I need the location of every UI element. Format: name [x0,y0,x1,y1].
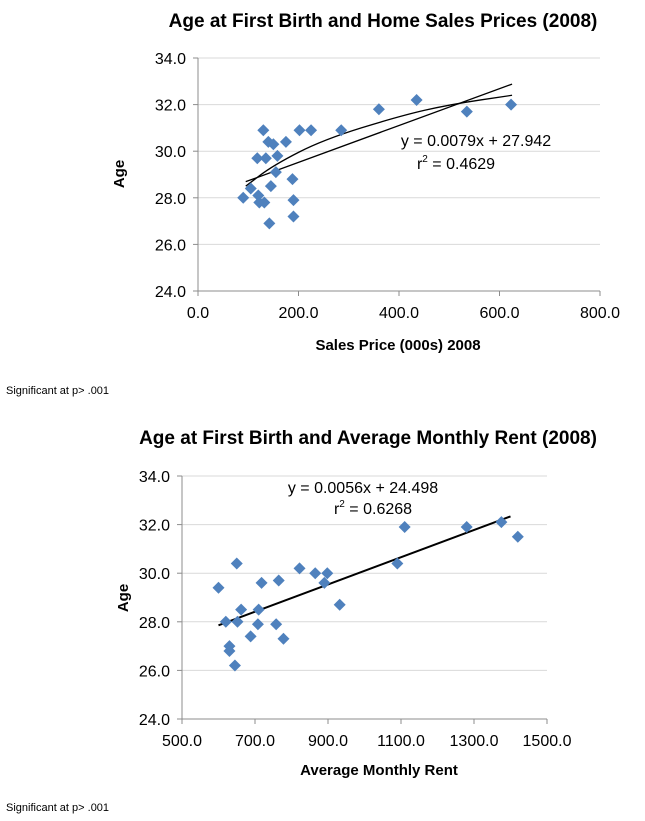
y-tick-label: 28.0 [139,615,170,632]
x-tick-labels: 500.0 700.0 900.0 1100.0 1300.0 1500.0 [162,733,572,750]
data-point [228,659,241,672]
data-point [269,166,282,179]
data-point [511,530,524,543]
linear-trendline [245,83,513,183]
y-tick-label: 30.0 [139,566,170,583]
trendlines [245,83,513,187]
x-tick-labels: 0.0 200.0 400.0 600.0 800.0 [187,305,620,322]
x-tick-label: 0.0 [187,305,209,322]
y-tick-label: 24.0 [139,712,170,729]
y-tick-label: 34.0 [155,51,186,68]
y-tick-labels: 24.0 26.0 28.0 30.0 32.0 34.0 [155,51,186,301]
r-squared: r2 = 0.6268 [334,499,412,518]
data-point [272,574,285,587]
chart-home-prices: Age at First Birth and Home Sales Prices… [111,11,620,354]
data-point [333,598,346,611]
data-point [372,103,385,116]
chart-monthly-rent: Age at First Birth and Average Monthly R… [115,428,597,779]
data-point [251,618,264,631]
chart-title: Age at First Birth and Home Sales Prices… [169,11,598,32]
data-point [279,135,292,148]
data-point [286,173,299,186]
data-point [495,516,508,529]
data-point [305,124,318,137]
data-point [235,603,248,616]
axes [177,475,548,724]
significance-note: Significant at p> .001 [6,385,110,397]
data-point [230,557,243,570]
x-tick-label: 500.0 [162,733,202,750]
regression-equation: y = 0.0056x + 24.498 [288,480,438,497]
y-tick-label: 28.0 [155,191,186,208]
data-point [321,567,334,580]
data-point [223,644,236,657]
data-point [244,630,257,643]
x-tick-label: 1100.0 [377,733,425,750]
linear-trendline [218,515,511,627]
data-point [258,196,271,209]
x-tick-label: 700.0 [235,733,275,750]
data-point [257,124,270,137]
significance-note: Significant at p> .001 [6,802,110,814]
data-point [460,521,473,534]
data-point [244,182,257,195]
y-tick-labels: 24.0 26.0 28.0 30.0 32.0 34.0 [139,469,170,729]
y-axis-title: Age [115,584,132,612]
data-point [264,180,277,193]
data-point [287,194,300,207]
y-tick-label: 26.0 [155,237,186,254]
grid-lines [198,57,600,245]
data-point [309,567,322,580]
data-point [398,521,411,534]
x-tick-label: 400.0 [379,305,419,322]
y-tick-label: 32.0 [139,518,170,535]
y-tick-label: 30.0 [155,144,186,161]
x-axis-title: Sales Price (000s) 2008 [315,337,480,354]
data-point [259,152,272,165]
data-point [318,576,331,589]
regression-equation: y = 0.0079x + 27.942 [401,133,551,150]
data-point [263,217,276,230]
x-tick-label: 1500.0 [523,733,572,750]
data-point [212,581,225,594]
x-tick-label: 1300.0 [450,733,499,750]
y-axis-title: Age [111,160,128,188]
data-point [505,98,518,111]
data-point [270,618,283,631]
data-point [231,615,244,628]
x-tick-label: 200.0 [278,305,318,322]
data-point [335,124,348,137]
data-point [237,191,250,204]
y-tick-label: 24.0 [155,284,186,301]
data-point [410,93,423,106]
axes [193,57,601,296]
data-points [237,93,518,230]
data-point [251,152,264,165]
trendlines [218,515,511,627]
chart-title: Age at First Birth and Average Monthly R… [139,428,597,449]
r-squared: r2 = 0.4629 [417,154,495,173]
curve-trendline [245,94,513,187]
data-point [219,615,232,628]
data-point [391,557,404,570]
data-point [277,632,290,645]
data-point [271,149,284,162]
x-tick-label: 800.0 [580,305,620,322]
x-tick-label: 600.0 [479,305,519,322]
data-point [460,105,473,118]
data-point [255,576,268,589]
data-points [212,516,524,672]
data-point [252,603,265,616]
data-point [267,138,280,151]
y-tick-label: 34.0 [139,469,170,486]
data-point [293,562,306,575]
data-point [287,210,300,223]
y-tick-label: 26.0 [139,663,170,680]
x-tick-label: 900.0 [308,733,348,750]
data-point [293,124,306,137]
y-tick-label: 32.0 [155,98,186,115]
x-axis-title: Average Monthly Rent [300,762,458,779]
